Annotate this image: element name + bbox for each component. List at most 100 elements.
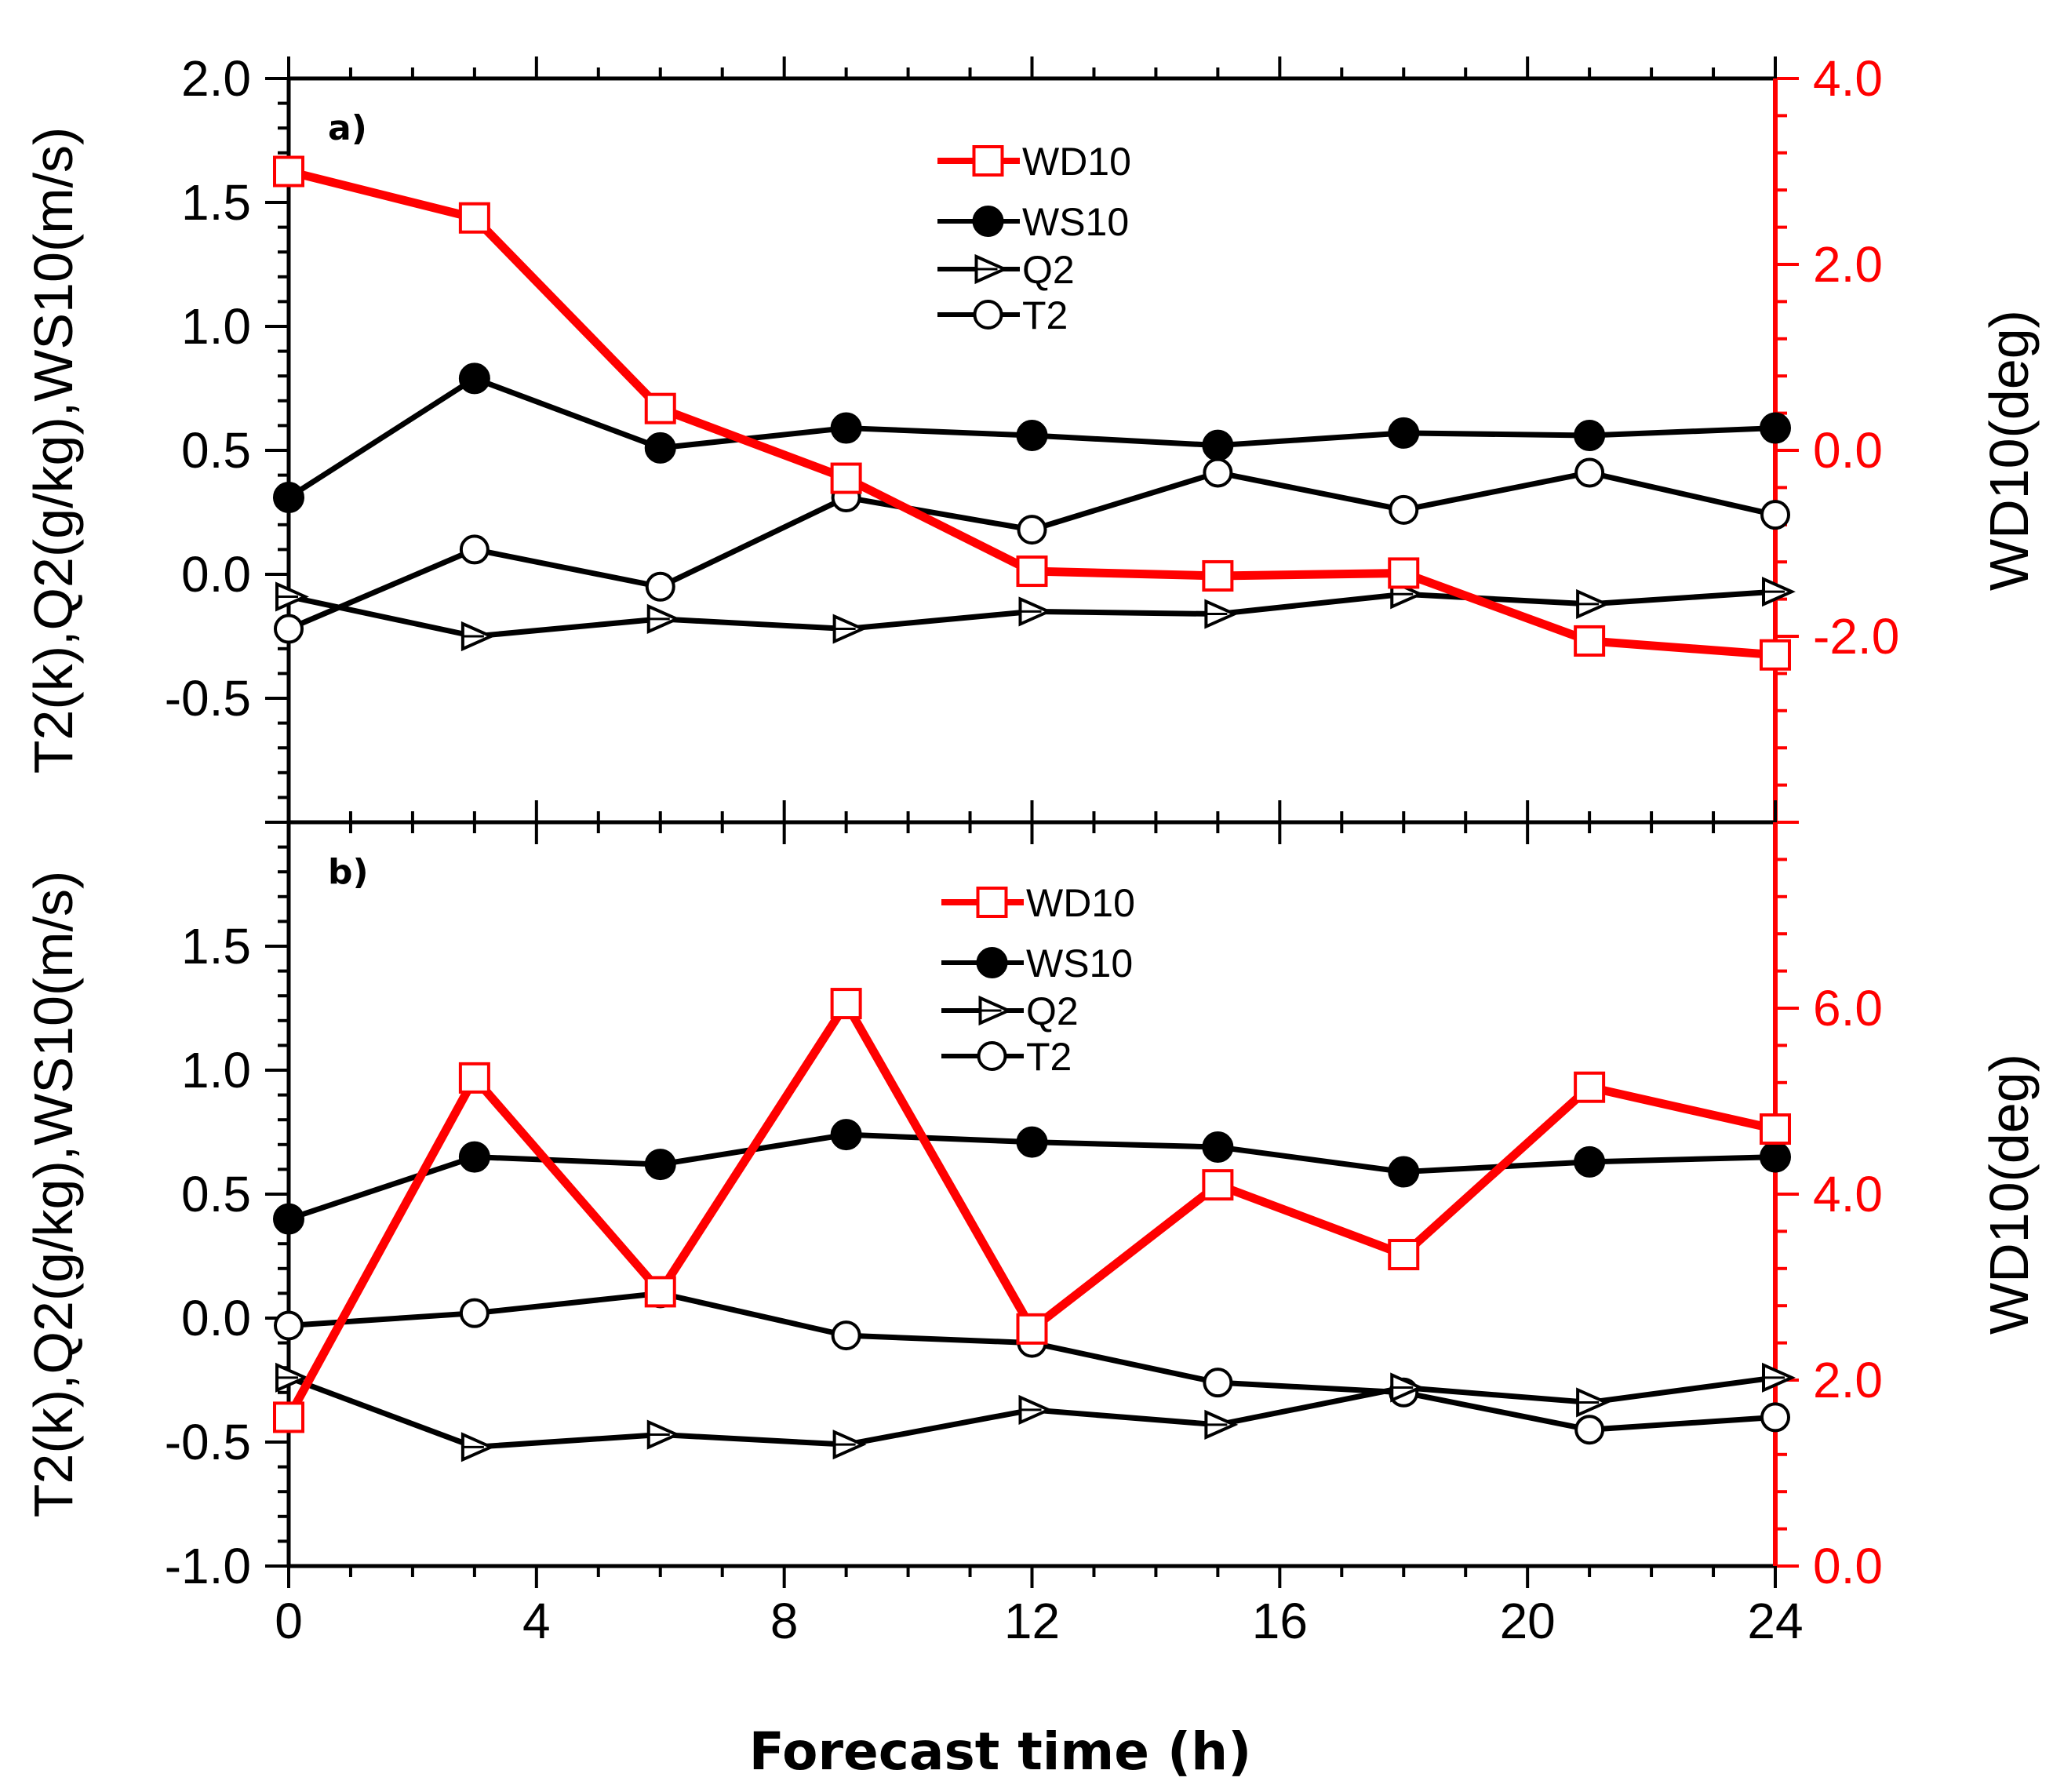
point-wd10 [458,202,490,234]
legend-label-ws10: WS10 [1022,200,1129,244]
legend-label-q2: Q2 [1026,989,1079,1033]
y-tick-label: 1.5 [181,174,251,231]
point-t2 [1203,457,1233,488]
y-tick-label: -0.5 [165,670,251,727]
point-t2 [459,534,490,565]
series-wd10 [273,988,1791,1433]
point-ws10 [1574,420,1606,452]
point-wd10 [1016,555,1048,588]
point-wd10 [1574,625,1606,657]
point-ws10 [458,362,490,395]
point-ws10 [273,482,304,514]
chart-panels: -0.5 0.0 0.5 1.0 1.5 2.0 -2.0 0.0 2.0 4.0 T2(k),Q2… [23,50,2040,1649]
y-tick-label: 0.0 [181,546,251,603]
y2-tick-label: -2.0 [1813,608,1899,665]
y-tick-label: 0.5 [181,422,251,479]
point-t2 [1389,494,1419,525]
x-tick-label: 12 [1004,1593,1060,1649]
y2-tick-label: 2.0 [1813,236,1883,293]
y-tick-label: 0.5 [181,1166,251,1222]
point-ws10 [1760,1141,1791,1173]
point-ws10 [273,1203,304,1235]
point-ws10 [1202,1131,1234,1163]
x-axis-title: Forecast time (h) [749,1721,1252,1782]
y2-tick-label: 4.0 [1813,50,1883,107]
point-wd10 [1760,1113,1791,1145]
legend-marker-wd10 [972,145,1004,177]
legend-marker-t2 [977,1041,1007,1071]
point-ws10 [1388,417,1420,449]
panel-label: a) [328,108,367,148]
series-ws10 [273,1119,1791,1235]
series-q2 [275,577,1796,652]
y2-axis-title: WD10(deg) [1978,1054,2040,1335]
series-wd10 [273,155,1791,671]
legend-label-ws10: WS10 [1026,942,1133,985]
y-axis-title: T2(k),Q2(g/kg),WS10(m/s) [23,127,84,774]
x-tick-label: 4 [522,1593,551,1649]
legend-label-q2: Q2 [1022,248,1075,292]
panel-b: -1.0 -0.5 0.0 0.5 1.0 1.5 0.0 2.0 4.0 6.0 0 4 8 12 16 2… [23,800,2040,1649]
point-wd10 [644,392,676,424]
x-tick-label: 20 [1500,1593,1556,1649]
point-t2 [1760,500,1790,530]
point-ws10 [1202,429,1234,461]
point-wd10 [1388,557,1420,589]
point-wd10 [1760,639,1791,671]
y-tick-label: -1.0 [165,1538,251,1594]
point-ws10 [830,412,862,444]
point-t2 [1574,1415,1605,1445]
point-t2 [1017,515,1047,545]
point-ws10 [644,1149,676,1181]
series-q2 [275,1362,1796,1462]
point-t2 [1574,457,1605,488]
point-wd10 [830,988,862,1020]
point-ws10 [644,432,676,464]
y-tick-label: 1.0 [181,1042,251,1098]
point-ws10 [1760,412,1791,444]
y-tick-label: -0.5 [165,1414,251,1470]
point-wd10 [830,462,862,494]
y2-tick-label: 4.0 [1813,1166,1883,1222]
legend-label-t2: T2 [1026,1035,1072,1079]
legend-marker-t2 [973,300,1003,330]
x-tick-label: 24 [1747,1593,1803,1649]
point-t2 [1760,1402,1790,1433]
point-t2 [1203,1368,1233,1398]
point-wd10 [273,1401,304,1433]
legend-label-wd10: WD10 [1022,140,1131,184]
legend-marker-ws10 [976,947,1008,978]
y-tick-label: 1.0 [181,298,251,355]
x-tick-label: 16 [1252,1593,1308,1649]
x-tick-label: 8 [770,1593,799,1649]
point-wd10 [1016,1313,1048,1345]
y2-tick-label: 0.0 [1813,422,1883,479]
point-t2 [831,1320,861,1351]
point-wd10 [1574,1071,1606,1103]
legend-marker-ws10 [972,206,1004,237]
y2-axis-title: WD10(deg) [1978,310,2040,591]
legend-label-t2: T2 [1022,293,1068,337]
legend-label-wd10: WD10 [1026,881,1135,925]
point-ws10 [458,1141,490,1173]
point-ws10 [830,1119,862,1151]
point-ws10 [1388,1156,1420,1188]
point-ws10 [1016,1126,1048,1158]
point-wd10 [1202,1169,1234,1201]
panel-label: b) [328,852,369,892]
point-wd10 [644,1276,676,1308]
legend-marker-wd10 [976,887,1008,918]
y-tick-label: 1.5 [181,918,251,974]
x-tick-label: 0 [275,1593,303,1649]
y-axis-title: T2(k),Q2(g/kg),WS10(m/s) [23,871,84,1518]
series-t2 [274,457,1790,644]
y-tick-label: 0.0 [181,1290,251,1346]
point-t2 [645,571,675,602]
point-ws10 [1574,1145,1606,1178]
y2-tick-label: 0.0 [1813,1538,1883,1594]
point-wd10 [458,1062,490,1094]
